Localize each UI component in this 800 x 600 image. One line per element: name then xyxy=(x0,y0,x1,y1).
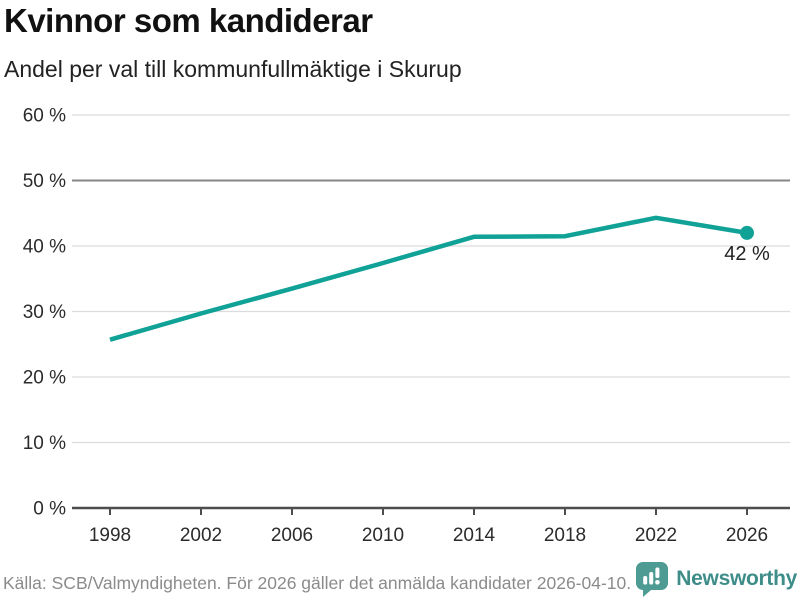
newsworthy-logo: Newsworthy xyxy=(635,561,797,597)
x-tick-label: 2006 xyxy=(271,525,313,546)
y-tick-label: 50 % xyxy=(23,171,66,192)
x-tick-label: 2022 xyxy=(635,525,677,546)
newsworthy-wordmark: Newsworthy xyxy=(676,567,797,590)
y-tick-label: 20 % xyxy=(23,368,66,389)
x-tick-label: 2010 xyxy=(362,525,404,546)
chart-subtitle: Andel per val till kommunfullmäktige i S… xyxy=(4,56,462,82)
end-point-value-label: 42 % xyxy=(724,243,770,265)
end-point-marker xyxy=(740,225,754,240)
x-tick-label: 2018 xyxy=(544,525,586,546)
source-note: Källa: SCB/Valmyndigheten. För 2026 gäll… xyxy=(3,573,632,593)
y-tick-label: 10 % xyxy=(23,433,66,454)
x-tick-label: 1998 xyxy=(89,525,131,546)
chart-title: Kvinnor som kandiderar xyxy=(4,2,373,39)
y-tick-label: 40 % xyxy=(23,237,66,258)
y-tick-label: 60 % xyxy=(23,106,66,127)
newsworthy-bubble-chart-icon xyxy=(636,562,669,597)
x-tick-label: 2014 xyxy=(453,525,496,546)
x-tick-label: 2026 xyxy=(726,525,768,546)
data-line xyxy=(109,215,748,342)
line-chart: 0 % 10 % 20 % 30 % 40 % 50 % 60 % 1998 2002 2006 2… xyxy=(23,106,790,546)
y-tick-label: 30 % xyxy=(23,302,66,323)
y-tick-label: 0 % xyxy=(33,499,66,520)
x-tick-label: 2002 xyxy=(180,525,222,546)
